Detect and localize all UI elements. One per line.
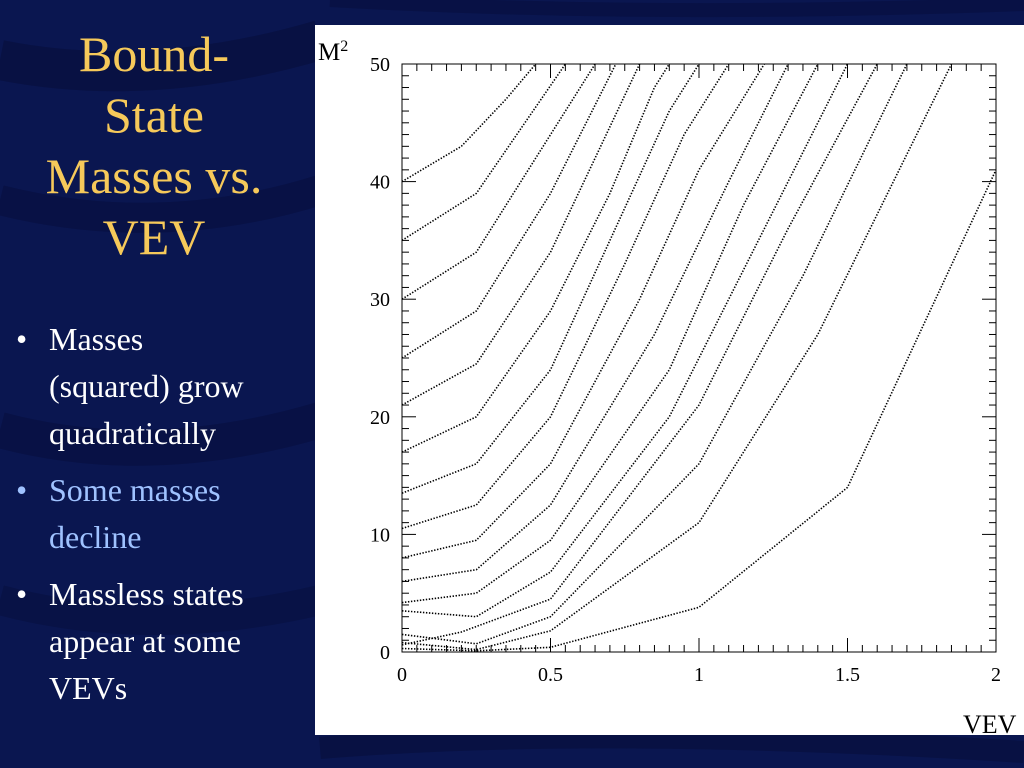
series-curve [402, 64, 730, 530]
x-tick-label: 1 [694, 664, 704, 686]
bullet-item: • Masses (squared) grow quadratically [14, 316, 314, 457]
title-line: VEV [102, 209, 206, 265]
bullet-line: decline [49, 519, 142, 555]
y-tick-label: 10 [370, 524, 390, 546]
series-curve [402, 64, 596, 300]
x-tick-label: 1.5 [835, 664, 860, 686]
series-curve [402, 64, 537, 183]
bullet-line: appear at some [49, 623, 241, 659]
bullet-list: • Masses (squared) grow quadratically • … [14, 316, 314, 722]
bullet-line: Masses [49, 321, 144, 357]
bullet-line: Some masses [49, 472, 221, 508]
bullet-line: quadratically [49, 415, 217, 451]
series-curve [402, 64, 567, 242]
y-axis-label: M2 [318, 38, 348, 66]
series-curve [402, 64, 765, 559]
series-curve [402, 169, 996, 652]
plot-panel: 0 0.5 1 1.5 2 0 10 20 30 40 50 M2 VEV [315, 25, 1024, 735]
series-curve [402, 64, 700, 494]
bullet-dot: • [16, 576, 28, 612]
series-curve [402, 64, 953, 651]
bullet-dot: • [16, 321, 28, 357]
y-tick-label: 0 [380, 642, 390, 664]
series-curve [402, 64, 789, 583]
x-tick-label: 2 [991, 664, 1001, 686]
y-tick-label: 30 [370, 289, 390, 311]
series-curve [402, 64, 670, 453]
x-tick-label: 0.5 [538, 664, 563, 686]
bullet-line: (squared) grow [49, 368, 244, 404]
bullet-item: • Some masses decline [14, 467, 314, 561]
x-axis-label: VEV [963, 710, 1017, 735]
bullet-dot: • [16, 472, 28, 508]
y-tick-label: 50 [370, 54, 390, 76]
ticks-layer [401, 63, 997, 653]
title-line: State [104, 87, 204, 143]
curves-layer [402, 64, 996, 652]
title-line: Masses vs. [45, 148, 263, 204]
series-curve [402, 64, 617, 359]
y-tick-label: 40 [370, 172, 390, 194]
bullet-item: • Massless states appear at some VEVs [14, 571, 314, 712]
title-line: Bound- [79, 26, 229, 82]
plot-frame [401, 63, 997, 653]
series-curve [402, 64, 849, 618]
series-curve [402, 64, 908, 645]
bullet-line: Massless states [49, 576, 244, 612]
series-curve [402, 64, 641, 406]
y-tick-label: 20 [370, 407, 390, 429]
bullet-line: VEVs [49, 670, 128, 706]
slide-title: Bound- State Masses vs. VEV [8, 24, 300, 268]
x-tick-label: 0 [397, 664, 407, 686]
